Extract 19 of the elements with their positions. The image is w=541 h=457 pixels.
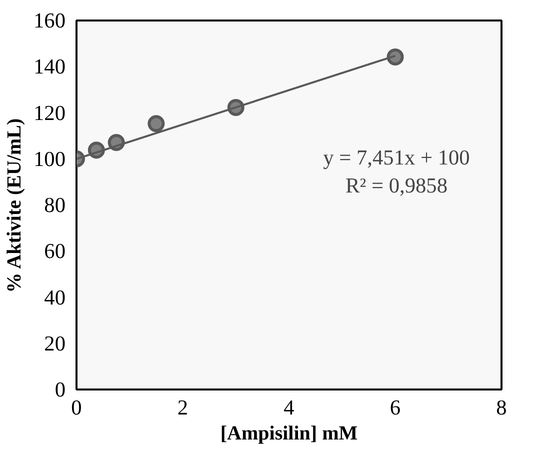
y-tick-label: 160 <box>34 8 66 32</box>
y-tick-label: 80 <box>44 193 66 217</box>
y-tick-label: 40 <box>44 285 66 310</box>
y-tick-label: 140 <box>34 54 66 79</box>
y-tick-label: 100 <box>34 146 66 171</box>
point <box>386 48 404 66</box>
x-tick-label: 6 <box>390 396 401 420</box>
x-tick-label: 4 <box>284 396 295 420</box>
x-tick-label: 2 <box>177 396 188 420</box>
y-tick-label: 120 <box>34 100 66 125</box>
x-tick-label: 8 <box>496 396 507 420</box>
y-axis-title: % Aktivite (EU/mL) <box>4 118 26 293</box>
y-tick-label: 60 <box>44 239 66 264</box>
y-tick-label: 20 <box>44 331 66 356</box>
x-axis-title: [Ampisilin] mM <box>220 422 358 444</box>
point <box>148 115 165 132</box>
annotation: y = 7,451x + 100 R² = 0,9858 <box>323 146 470 198</box>
y-tick-label: 0 <box>54 378 66 402</box>
x-tick-label: 0 <box>71 396 82 420</box>
